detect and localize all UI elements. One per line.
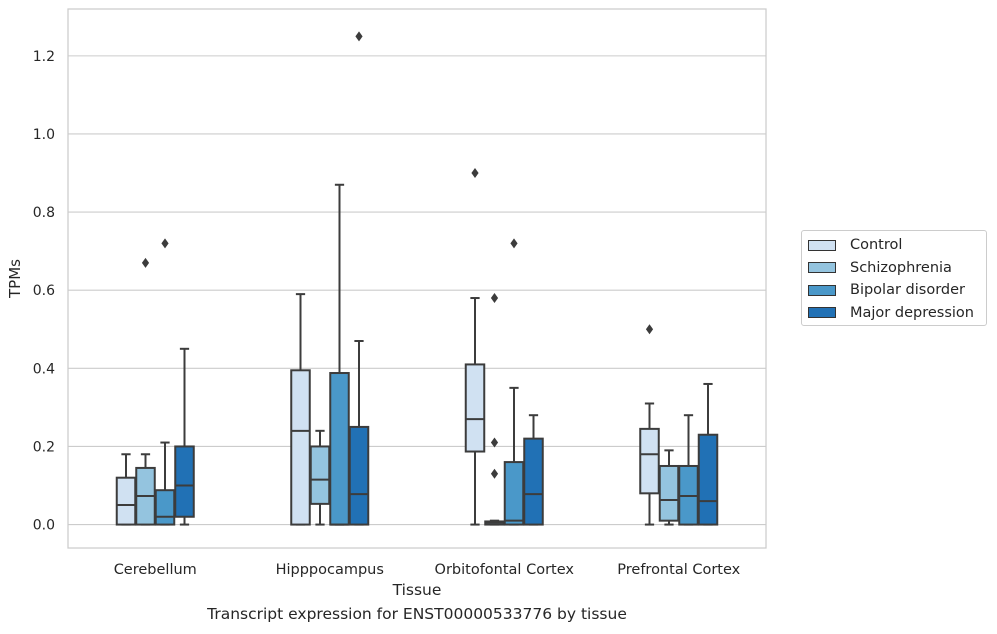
- x-tick-labels: Cerebellum Hipppocampus Orbitofontal Corte…: [114, 562, 741, 578]
- box-bipolar-disorder: [154, 238, 176, 526]
- outlier-marker: [141, 257, 150, 268]
- y-axis-label: TPMs: [6, 259, 24, 299]
- y-tick-label: 0.0: [33, 518, 55, 534]
- box-major-depression: [523, 414, 544, 526]
- legend-swatch: [808, 284, 836, 296]
- box-iqr: [115, 476, 137, 526]
- outlier-marker: [355, 31, 363, 42]
- box-iqr: [503, 461, 525, 526]
- box-iqr: [658, 464, 680, 522]
- box-schizophrenia: [135, 257, 156, 526]
- y-tick-label: 0.4: [33, 361, 55, 377]
- box-major-depression: [174, 347, 195, 526]
- box-iqr: [639, 427, 660, 495]
- y-tick-label: 0.6: [33, 283, 55, 299]
- box-iqr: [464, 363, 486, 453]
- box-schizophrenia: [309, 429, 331, 526]
- legend-label: Schizophrenia: [850, 259, 952, 276]
- chart-title: Transcript expression for ENST0000053377…: [207, 605, 627, 623]
- legend-swatch: [808, 262, 836, 273]
- y-tick-label: 0.2: [33, 439, 55, 455]
- box-control: [464, 168, 486, 526]
- box-major-depression: [348, 31, 370, 526]
- x-tick-label: Cerebellum: [114, 562, 197, 578]
- box-schizophrenia: [658, 449, 680, 526]
- box-iqr: [348, 425, 370, 526]
- x-tick-label: Hipppocampus: [276, 562, 384, 578]
- box-bipolar-disorder: [678, 414, 699, 526]
- legend-item: Bipolar disorder: [808, 281, 965, 299]
- outlier-marker: [510, 238, 518, 249]
- box-iqr: [154, 489, 176, 526]
- box-groups: [115, 31, 719, 526]
- box-iqr: [329, 372, 350, 526]
- outlier-marker: [490, 468, 499, 479]
- legend-label: Major depression: [850, 304, 974, 321]
- legend-item: Major depression: [808, 304, 974, 322]
- box-iqr: [309, 445, 331, 505]
- outlier-marker: [490, 437, 499, 448]
- plot-frame: [67, 8, 767, 549]
- box-control: [115, 453, 137, 526]
- legend: Control Schizophrenia Bipolar disorder Majo…: [801, 230, 987, 326]
- y-tick-label: 0.8: [33, 205, 55, 221]
- box-iqr: [290, 369, 311, 526]
- box-iqr: [697, 433, 719, 526]
- outlier-marker: [161, 238, 169, 249]
- x-tick-label: Prefrontal Cortex: [617, 562, 740, 578]
- legend-label: Bipolar disorder: [850, 282, 965, 298]
- legend-item: Control: [808, 236, 902, 254]
- box-iqr: [523, 437, 544, 526]
- legend-label: Control: [850, 237, 903, 253]
- outlier-marker: [645, 324, 654, 335]
- x-tick-label: Orbitofontal Cortex: [435, 562, 575, 578]
- box-schizophrenia: [484, 293, 505, 526]
- legend-swatch: [808, 307, 836, 318]
- gridlines: [68, 55, 766, 526]
- y-tick-label: 1.2: [33, 49, 55, 65]
- legend-swatch: [808, 239, 836, 251]
- box-major-depression: [697, 382, 719, 526]
- box-iqr: [174, 445, 195, 518]
- y-tick-labels: 0.0 0.2 0.4 0.6 0.8 1.0 1.2: [33, 49, 55, 534]
- box-bipolar-disorder: [329, 183, 350, 526]
- box-control: [290, 293, 311, 526]
- outlier-marker: [471, 168, 479, 179]
- box-control: [639, 324, 660, 526]
- outlier-marker: [490, 293, 499, 304]
- box-bipolar-disorder: [503, 238, 525, 526]
- legend-item: Schizophrenia: [808, 259, 952, 277]
- y-tick-label: 1.0: [33, 127, 55, 143]
- x-axis-label: Tissue: [392, 581, 442, 599]
